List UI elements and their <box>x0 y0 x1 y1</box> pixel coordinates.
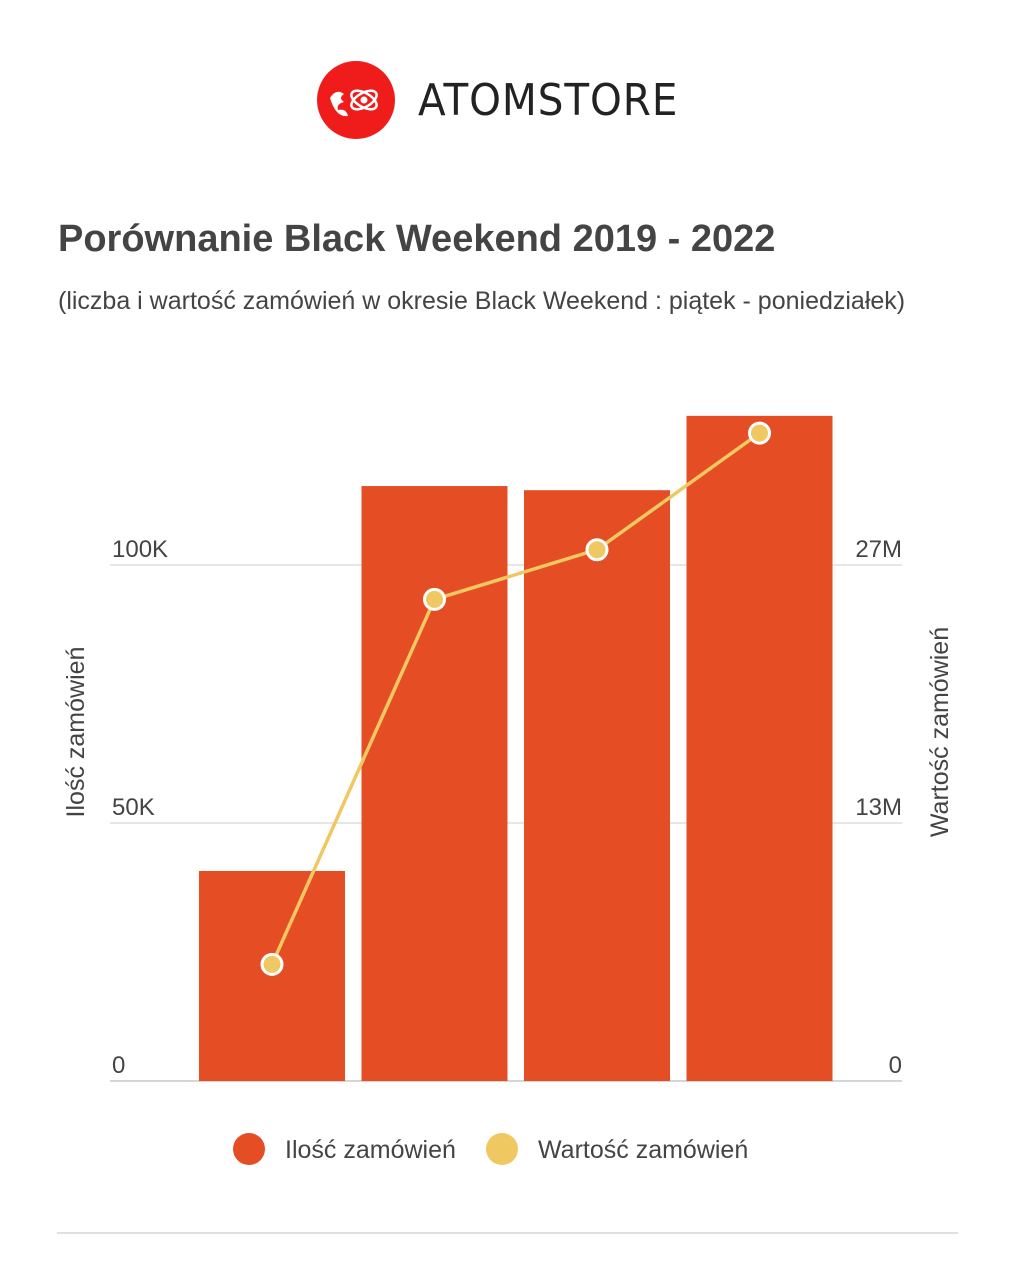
left-axis-label: Ilość zamówień <box>62 647 90 818</box>
divider <box>57 1232 958 1234</box>
right-axis-label: Wartość zamówień <box>926 627 954 837</box>
atomstore-logo: ATOMSTORE <box>316 60 701 140</box>
right-tick-label: 27M <box>855 536 902 563</box>
legend-label: Ilość zamówień <box>285 1136 456 1164</box>
line-point <box>585 538 609 562</box>
brand-name: ATOMSTORE <box>418 74 679 126</box>
line-point <box>748 421 771 445</box>
atom-logo-icon <box>317 61 395 139</box>
chart-title: Porównanie Black Weekend 2019 - 2022 <box>58 218 776 260</box>
value-line <box>270 431 761 966</box>
bar <box>524 490 670 1081</box>
line-point <box>260 952 284 976</box>
legend-swatch <box>233 1133 265 1165</box>
left-tick-label: 100K <box>112 536 168 563</box>
left-tick-label: 0 <box>112 1052 125 1079</box>
right-tick-label: 0 <box>889 1052 902 1079</box>
legend-label: Wartość zamówień <box>538 1136 748 1164</box>
right-tick-label: 13M <box>855 794 902 821</box>
bar <box>686 415 833 1082</box>
legend-swatch <box>486 1133 518 1165</box>
left-tick-label: 50K <box>112 794 155 821</box>
chart-subtitle: (liczba i wartość zamówień w okresie Bla… <box>58 287 906 315</box>
bar <box>361 486 508 1081</box>
line-point <box>423 587 446 611</box>
bar <box>199 870 345 1081</box>
